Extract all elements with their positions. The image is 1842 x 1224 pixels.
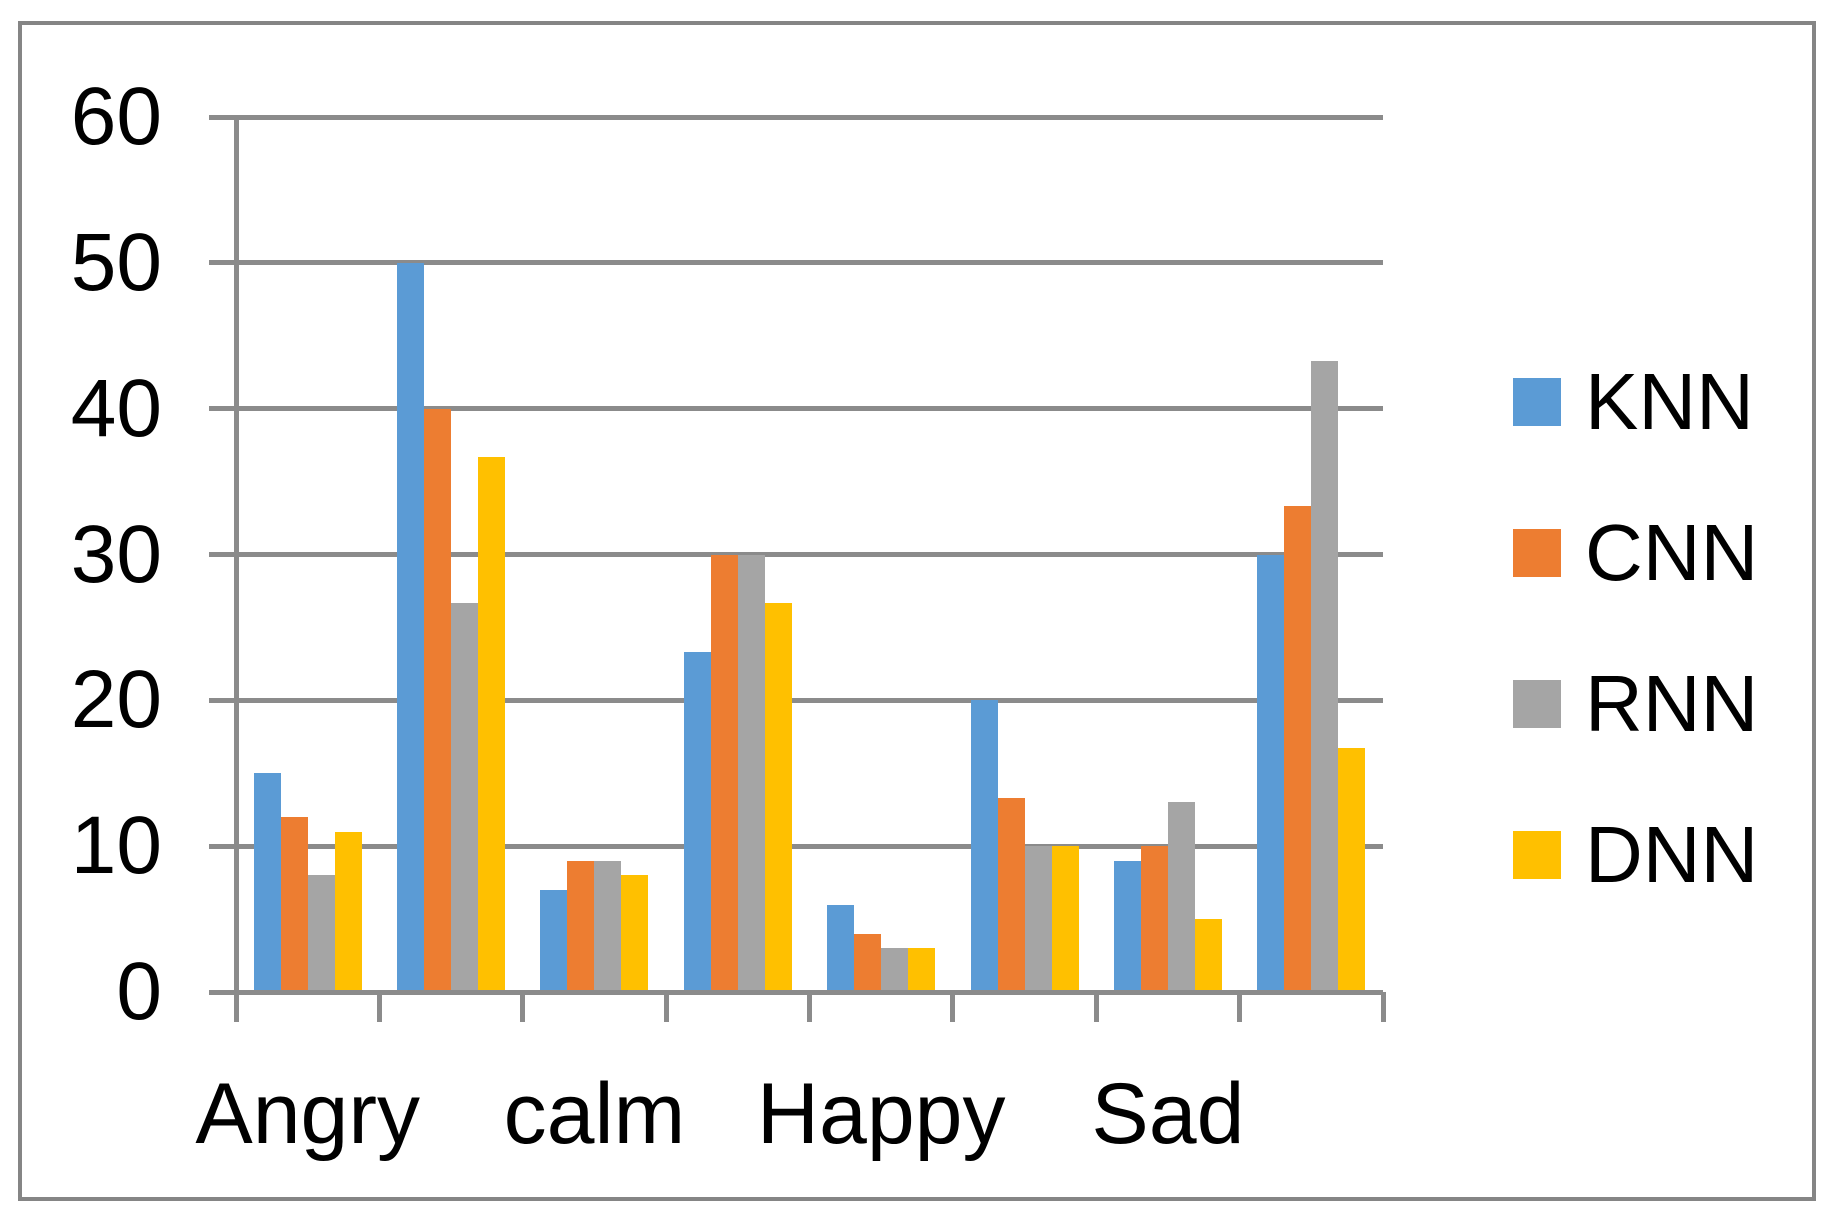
y-tick-0 [209, 989, 236, 995]
legend-swatch-CNN [1513, 529, 1561, 577]
bar-CNN-3 [567, 860, 595, 992]
bar-RNN-5 [881, 948, 909, 992]
bar-group-Happy [810, 117, 953, 992]
legend-entry-RNN: RNN [1513, 664, 1758, 744]
bar-DNN-6 [1051, 846, 1079, 992]
x-tick-0 [233, 992, 239, 1022]
bar-KNN-5 [827, 904, 855, 992]
x-tick-4 [807, 992, 812, 1022]
legend-swatch-RNN [1513, 680, 1561, 728]
y-axis-label-0: 0 [116, 946, 162, 1037]
bar-CNN-6 [997, 798, 1025, 992]
bar-KNN-1 [253, 773, 281, 992]
bar-group-calm [523, 117, 666, 992]
gridline-50 [236, 260, 1383, 266]
gridline-40 [236, 406, 1383, 412]
bar-RNN-3 [594, 860, 622, 992]
y-tick-60 [209, 114, 236, 120]
legend-swatch-DNN [1513, 831, 1561, 879]
x-tick-6 [1093, 992, 1099, 1022]
legend-label-KNN: KNN [1585, 357, 1754, 446]
bar-RNN-1 [307, 875, 335, 992]
bar-group-unlabeled-2 [379, 117, 522, 992]
x-axis-label-calm: calm [503, 1066, 686, 1162]
bar-RNN-4 [737, 554, 765, 992]
y-tick-40 [209, 406, 236, 412]
x-axis-label-Happy: Happy [756, 1066, 1006, 1162]
y-axis-label-10: 10 [70, 800, 162, 892]
chart-outer-frame [18, 21, 1816, 1201]
y-tick-10 [209, 843, 236, 849]
y-axis-label-60: 60 [70, 71, 162, 162]
y-axis-label-40: 40 [70, 362, 162, 454]
y-tick-50 [209, 260, 236, 266]
bar-RNN-7 [1167, 802, 1195, 992]
x-axis-label-Sad: Sad [1091, 1066, 1245, 1162]
bar-group-Angry [236, 117, 379, 992]
y-tick-20 [209, 697, 236, 703]
bar-DNN-8 [1338, 748, 1366, 992]
bar-DNN-1 [334, 831, 362, 992]
bar-group-Sad [1096, 117, 1239, 992]
bar-CNN-5 [854, 933, 882, 992]
legend-label-RNN: RNN [1585, 659, 1759, 748]
bar-KNN-4 [683, 652, 711, 992]
bar-RNN-8 [1311, 360, 1339, 992]
bar-KNN-6 [970, 700, 998, 992]
legend-entry-KNN: KNN [1513, 362, 1754, 442]
bar-DNN-3 [621, 875, 649, 992]
bar-CNN-4 [710, 554, 738, 992]
x-tick-5 [950, 992, 956, 1022]
bar-group-unlabeled-8 [1240, 117, 1383, 992]
bar-KNN-7 [1113, 860, 1141, 992]
y-axis-line [233, 117, 239, 1022]
bar-CNN-2 [424, 408, 452, 992]
bar-DNN-2 [478, 456, 506, 992]
bar-CNN-1 [280, 817, 308, 992]
plot-area [236, 114, 1383, 992]
y-axis-label-20: 20 [70, 654, 162, 746]
bar-RNN-2 [451, 602, 479, 992]
x-tick-8 [1380, 992, 1386, 1022]
x-tick-3 [663, 992, 669, 1022]
legend-entry-CNN: CNN [1513, 513, 1758, 593]
bar-KNN-3 [540, 889, 568, 992]
bar-group-unlabeled-6 [953, 117, 1096, 992]
bar-DNN-5 [908, 948, 936, 992]
gridline-60 [236, 114, 1383, 120]
bar-KNN-8 [1257, 554, 1285, 992]
bar-group-unlabeled-4 [666, 117, 809, 992]
gridline-10 [236, 843, 1383, 849]
x-tick-7 [1237, 992, 1243, 1022]
bar-CNN-8 [1284, 506, 1312, 992]
x-tick-1 [376, 992, 382, 1022]
gridline-30 [236, 552, 1383, 557]
gridline-20 [236, 697, 1383, 703]
x-axis-label-Angry: Angry [195, 1066, 421, 1162]
legend-entry-DNN: DNN [1513, 815, 1758, 895]
y-axis-label-30: 30 [70, 508, 162, 600]
bar-DNN-7 [1194, 919, 1222, 992]
legend-swatch-KNN [1513, 378, 1561, 426]
y-axis-label-50: 50 [70, 216, 162, 308]
bar-KNN-2 [397, 262, 425, 992]
bar-RNN-6 [1024, 846, 1052, 992]
bar-CNN-7 [1140, 846, 1168, 992]
y-tick-30 [209, 552, 236, 557]
bar-groups [236, 117, 1383, 992]
legend-label-CNN: CNN [1585, 508, 1759, 597]
legend-label-DNN: DNN [1585, 810, 1759, 899]
x-tick-2 [520, 992, 526, 1022]
bar-DNN-4 [764, 602, 792, 992]
